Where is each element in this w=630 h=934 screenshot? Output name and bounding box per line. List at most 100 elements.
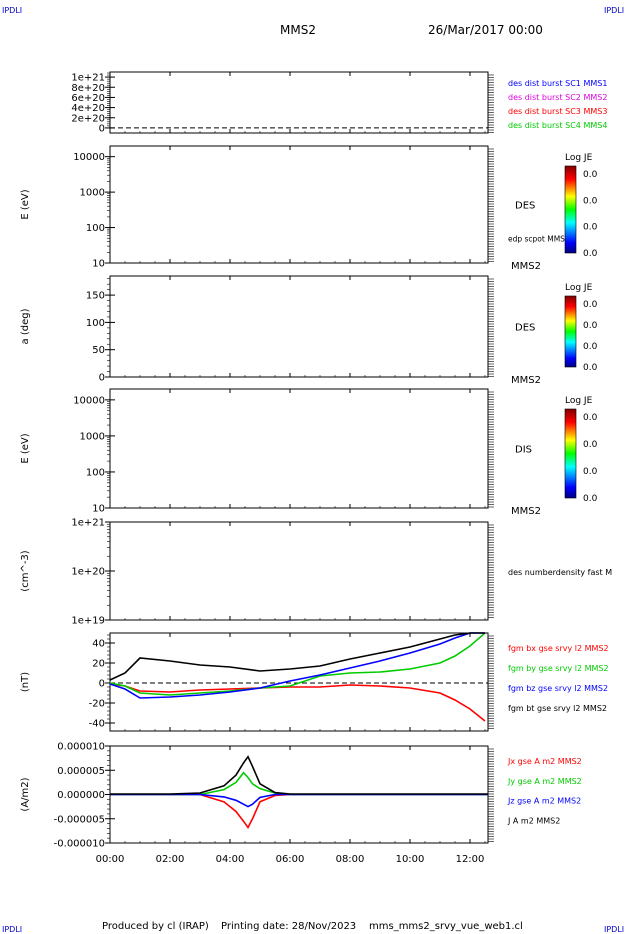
series-line [109, 683, 486, 722]
series-line [110, 793, 488, 830]
time-axis: 00:00 02:00 04:00 06:00 08:00 10:00 12:00 [96, 854, 485, 865]
colorbar-tick-label: 0.0 [583, 467, 598, 477]
y-tick-label: 10 [92, 504, 105, 515]
plot-frame [109, 388, 489, 509]
y-tick-label: 1e+21 [71, 518, 105, 529]
colorbar [564, 295, 577, 368]
legend-label: des dist burst SC4 MMS4 [508, 121, 607, 130]
plot-frame [109, 71, 489, 134]
panel-fgm: 40 20 0 -20 -40 (nT) fgm bx gse srvy l2 MMS2 fg… [20, 632, 609, 732]
x-tick-label: 12:00 [456, 854, 485, 865]
legend-label: fgm bt gse srvy l2 MMS2 [508, 704, 607, 713]
instrument-label: DES [515, 323, 535, 334]
y-tick-label: 1000 [80, 188, 105, 199]
plot-frame [109, 632, 489, 732]
legend-label: des numberdensity fast M [508, 568, 612, 577]
corner-label-top-left: IPDLI [2, 6, 22, 15]
colorbar-tick-label: 0.0 [583, 413, 598, 423]
y-tick-label: -0.000005 [54, 814, 105, 825]
colorbar-tick-label: 0.0 [583, 300, 598, 310]
y-tick-label: 4e+20 [71, 103, 105, 114]
y-tick-label: 0 [99, 373, 105, 384]
panel-density: 1e+21 1e+20 1e+19 (cm^-3) des numberdensity … [20, 518, 612, 627]
colorbar-tick-label: 0.0 [583, 170, 598, 180]
y-tick-label: 100 [86, 467, 105, 478]
legend-label: fgm bx gse srvy l2 MMS2 [508, 644, 609, 653]
plot-frame [109, 275, 489, 378]
corner-label-bottom-left: IPDLI [2, 925, 22, 934]
y-tick-label: 8e+20 [71, 83, 105, 94]
colorbar-tick-label: 0.0 [583, 223, 598, 233]
y-tick-label: 0 [99, 123, 105, 134]
series-line [109, 632, 485, 681]
colorbar-tick-label: 0.0 [583, 363, 598, 373]
colorbar-tick-label: 0.0 [583, 196, 598, 206]
y-tick-label: 20 [92, 659, 105, 670]
figure-datetime: 26/Mar/2017 00:00 [428, 23, 543, 37]
legend-label: des dist burst SC2 MMS2 [508, 93, 607, 102]
y-tick-label: 100 [86, 223, 105, 234]
colorbar [564, 408, 577, 499]
series-line [110, 755, 488, 795]
y-tick-label: 40 [92, 639, 105, 650]
panel-current: 0.000010 0.000005 0.000000 -0.000005 -0.0000… [20, 742, 582, 850]
corner-label-top-right: IPDLI [604, 6, 624, 15]
y-axis-label: (cm^-3) [20, 550, 31, 591]
y-tick-label: -20 [89, 699, 105, 710]
y-tick-label: 0 [99, 679, 105, 690]
y-tick-label: 2e+20 [71, 113, 105, 124]
colorbar-title: Log JE [565, 396, 593, 406]
y-tick-label: 10 [92, 259, 105, 270]
legend-label: des dist burst SC3 MMS3 [508, 107, 607, 116]
panel-des-energy: 10000 1000 100 10 E (eV) DES MMS2 edp scpot MMS… [20, 145, 598, 272]
spacecraft-label: MMS2 [511, 261, 541, 272]
colorbar [564, 165, 577, 254]
y-tick-label: 100 [86, 318, 105, 329]
plot-frame [109, 521, 489, 621]
series-line [110, 793, 488, 808]
x-tick-label: 04:00 [216, 854, 245, 865]
corner-label-bottom-right: IPDLI [604, 925, 624, 934]
y-tick-label: 1e+19 [71, 616, 105, 627]
y-tick-label: 150 [86, 291, 105, 302]
legend-label: fgm bz gse srvy l2 MMS2 [508, 684, 608, 693]
legend-label: des dist burst SC1 MMS1 [508, 79, 607, 88]
footer-printing-date: Printing date: 28/Nov/2023 [221, 921, 356, 932]
instrument-label: DIS [515, 445, 532, 456]
panel-dis-energy: 10000 1000 100 10 E (eV) DIS MMS2 Log JE 0.0 0.0 0… [20, 388, 598, 517]
legend-label: Jx gse A m2 MMS2 [507, 757, 582, 766]
series-line [109, 632, 485, 699]
instrument-label: DES [515, 201, 535, 212]
legend-label: Jz gse A m2 MMS2 [507, 797, 581, 806]
y-tick-label: 0.000010 [57, 742, 105, 753]
figure-title: MMS2 [280, 23, 316, 37]
y-tick-label: 10000 [73, 395, 105, 406]
y-tick-label: -40 [89, 719, 105, 730]
legend-label: Jy gse A m2 MMS2 [507, 777, 582, 786]
colorbar-tick-label: 0.0 [583, 249, 598, 259]
y-tick-label: 1e+20 [71, 567, 105, 578]
colorbar-title: Log JE [565, 153, 593, 163]
x-tick-label: 08:00 [336, 854, 365, 865]
y-axis-label: (A/m2) [20, 777, 31, 811]
y-tick-label: 0.000005 [57, 766, 105, 777]
footer-filename: mms_mms2_srvy_vue_web1.cl [369, 921, 523, 932]
overlay-label: edp scpot MMS2 [508, 235, 570, 244]
colorbar-title: Log JE [565, 283, 593, 293]
y-tick-label: 50 [92, 345, 105, 356]
y-tick-label: 6e+20 [71, 93, 105, 104]
y-tick-label: 1e+21 [71, 73, 105, 84]
legend-label: fgm by gse srvy l2 MMS2 [508, 664, 609, 673]
y-tick-label: 10000 [73, 152, 105, 163]
plot-frame [109, 145, 489, 264]
x-tick-label: 00:00 [96, 854, 125, 865]
colorbar-tick-label: 0.0 [583, 494, 598, 504]
x-tick-label: 10:00 [396, 854, 425, 865]
series-line [109, 632, 486, 696]
x-tick-label: 06:00 [276, 854, 305, 865]
colorbar-tick-label: 0.0 [583, 440, 598, 450]
colorbar-tick-label: 0.0 [583, 342, 598, 352]
y-tick-label: 1000 [80, 431, 105, 442]
